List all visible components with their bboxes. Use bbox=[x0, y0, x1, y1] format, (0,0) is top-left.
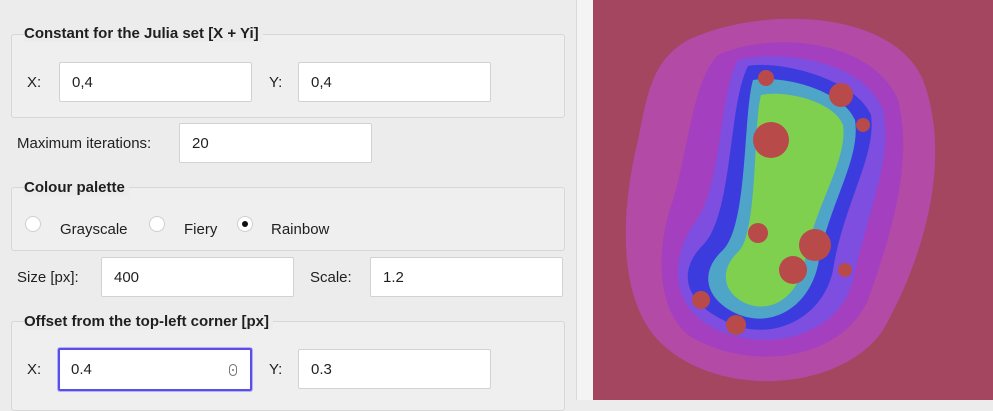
palette-fiery-label[interactable]: Fiery bbox=[184, 221, 218, 238]
palette-fiery-radio[interactable] bbox=[149, 216, 165, 232]
julia-x-label: X: bbox=[27, 74, 42, 91]
palette-grayscale-radio[interactable] bbox=[25, 216, 41, 232]
offset-x-input[interactable] bbox=[58, 348, 252, 391]
scale-label: Scale: bbox=[310, 269, 352, 286]
scale-input[interactable] bbox=[370, 257, 563, 297]
settings-panel: Constant for the Julia set [X + Yi] X: Y… bbox=[11, 25, 565, 411]
julia-y-input[interactable] bbox=[298, 62, 491, 102]
spinner-icon[interactable] bbox=[229, 364, 237, 376]
offset-y-label: Y: bbox=[269, 361, 283, 378]
julia-fractal-image bbox=[593, 0, 993, 400]
size-input[interactable] bbox=[101, 257, 294, 297]
panel-divider[interactable] bbox=[576, 0, 593, 400]
offset-y-input[interactable] bbox=[298, 349, 491, 389]
palette-grayscale-label[interactable]: Grayscale bbox=[60, 221, 128, 238]
colour-palette-group bbox=[11, 187, 565, 251]
max-iterations-input[interactable] bbox=[179, 123, 372, 163]
palette-rainbow-label[interactable]: Rainbow bbox=[271, 221, 330, 238]
size-label: Size [px]: bbox=[17, 269, 79, 286]
colour-palette-legend: Colour palette bbox=[24, 179, 129, 196]
julia-y-label: Y: bbox=[269, 74, 283, 91]
max-iterations-label: Maximum iterations: bbox=[17, 135, 152, 152]
offset-legend: Offset from the top-left corner [px] bbox=[24, 313, 274, 330]
palette-rainbow-radio[interactable] bbox=[237, 216, 253, 232]
julia-set-render bbox=[593, 0, 993, 400]
offset-x-label: X: bbox=[27, 361, 42, 378]
julia-constant-legend: Constant for the Julia set [X + Yi] bbox=[24, 25, 263, 42]
julia-x-input[interactable] bbox=[59, 62, 252, 102]
